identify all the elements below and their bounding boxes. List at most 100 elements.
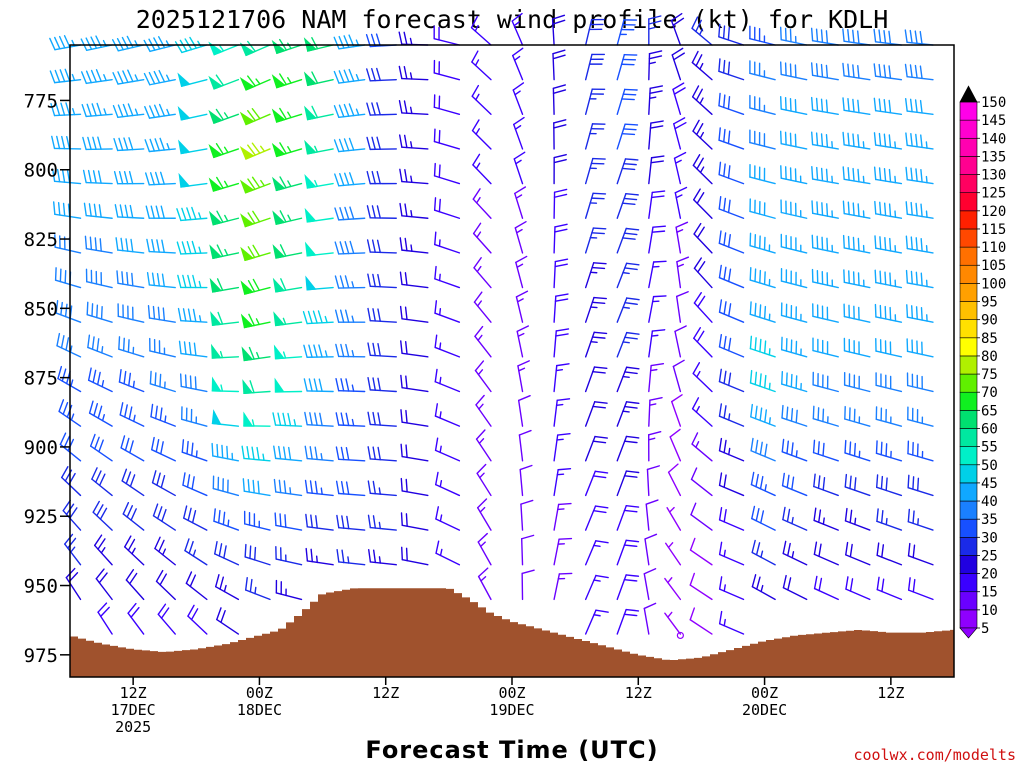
barb-feather (65, 337, 70, 351)
barb-feather (759, 373, 762, 387)
wind-barb (874, 303, 903, 323)
barb-feather (847, 235, 850, 250)
wind-barb (335, 377, 366, 393)
wind-barb (844, 439, 871, 462)
barb-feather (842, 131, 845, 146)
barb-feather (435, 506, 440, 520)
barb-feather (782, 506, 786, 521)
wind-barb (399, 271, 429, 289)
wind-barb (271, 73, 303, 89)
barb-feather (158, 539, 165, 553)
barb-feather (66, 169, 71, 184)
barb-feather (594, 505, 609, 509)
barb-pennant (304, 241, 317, 257)
barb-feather (194, 376, 197, 391)
barb-feather (400, 443, 403, 458)
barb-feather (405, 409, 408, 424)
wind-barb (244, 577, 271, 601)
barb-feather (818, 543, 822, 558)
barb-feather (844, 439, 847, 454)
wind-barb (399, 202, 429, 219)
barb-half-feather (69, 345, 73, 353)
colorbar-label: 30 (981, 530, 998, 546)
barb-feather (154, 405, 158, 420)
barb-feather (842, 234, 845, 249)
barb-feather (400, 409, 403, 423)
chart-title: 2025121706 NAM forecast wind profile (kt… (136, 5, 889, 34)
barb-feather (879, 201, 882, 216)
barb-feather (251, 446, 255, 461)
barb-half-feather (409, 106, 413, 115)
barb-feather (718, 92, 721, 107)
barb-feather (91, 303, 94, 317)
wind-barb (399, 237, 429, 254)
wind-barb (112, 103, 145, 118)
barb-feather (476, 498, 488, 509)
wind-barb (906, 372, 934, 393)
barb-feather (880, 509, 884, 524)
barb-feather (852, 236, 855, 251)
barb-feather (623, 475, 638, 478)
barb-feather (811, 131, 814, 146)
barb-half-feather (324, 315, 328, 324)
barb-feather (718, 333, 723, 348)
barb-feather (372, 480, 377, 495)
wind-barb (398, 65, 429, 81)
barb-feather (790, 408, 794, 422)
barb-feather (403, 100, 408, 114)
barb-staff (520, 503, 524, 531)
barb-half-feather (134, 108, 139, 116)
barb-feather (696, 157, 704, 170)
barb-feather (787, 542, 791, 557)
barb-feather (821, 236, 824, 251)
barb-half-feather (224, 214, 229, 222)
barb-feather (786, 508, 791, 523)
wind-barb (669, 428, 682, 462)
barb-feather (471, 50, 479, 63)
barb-feather (470, 16, 478, 29)
wind-barb (553, 328, 570, 358)
barb-feather (221, 444, 224, 459)
wind-barb (214, 541, 240, 566)
barb-feather (853, 442, 857, 457)
wind-barb (475, 429, 492, 462)
barb-feather (376, 136, 381, 150)
barb-half-feather (439, 548, 443, 557)
barb-feather (844, 473, 848, 488)
barb-half-feather (475, 196, 481, 204)
barb-feather (123, 370, 127, 385)
barb-half-feather (282, 317, 287, 325)
barb-feather (690, 467, 698, 481)
colorbar-swatch (959, 410, 978, 429)
barb-feather (471, 84, 480, 97)
wind-barb (517, 394, 531, 427)
barb-feather (186, 207, 192, 221)
wind-barb (210, 311, 240, 327)
barb-feather (723, 474, 727, 488)
wind-barb (400, 374, 429, 393)
barb-feather (812, 405, 815, 420)
barb-half-feather (699, 166, 705, 174)
wind-barb (336, 549, 366, 566)
barb-feather (592, 227, 607, 230)
wind-barb (553, 502, 572, 531)
barb-feather (341, 515, 345, 529)
barb-feather (842, 200, 845, 215)
barb-feather (825, 134, 829, 148)
barb-feather (344, 275, 350, 289)
wind-barb (514, 186, 527, 219)
barb-feather (727, 96, 731, 110)
barb-half-feather (255, 78, 261, 85)
wind-barb (718, 472, 745, 497)
barb-feather (889, 272, 892, 287)
barb-feather (676, 256, 690, 263)
barb-half-feather (478, 438, 485, 444)
colorbar-label: 35 (981, 512, 998, 528)
barb-pennant (208, 210, 223, 226)
barb-feather (404, 203, 408, 217)
credit-text: coolwx.com/modelts (853, 746, 1016, 764)
barb-feather (377, 377, 381, 392)
barb-feather (789, 28, 792, 43)
barb-feather (552, 54, 566, 60)
barb-feather (318, 344, 323, 358)
